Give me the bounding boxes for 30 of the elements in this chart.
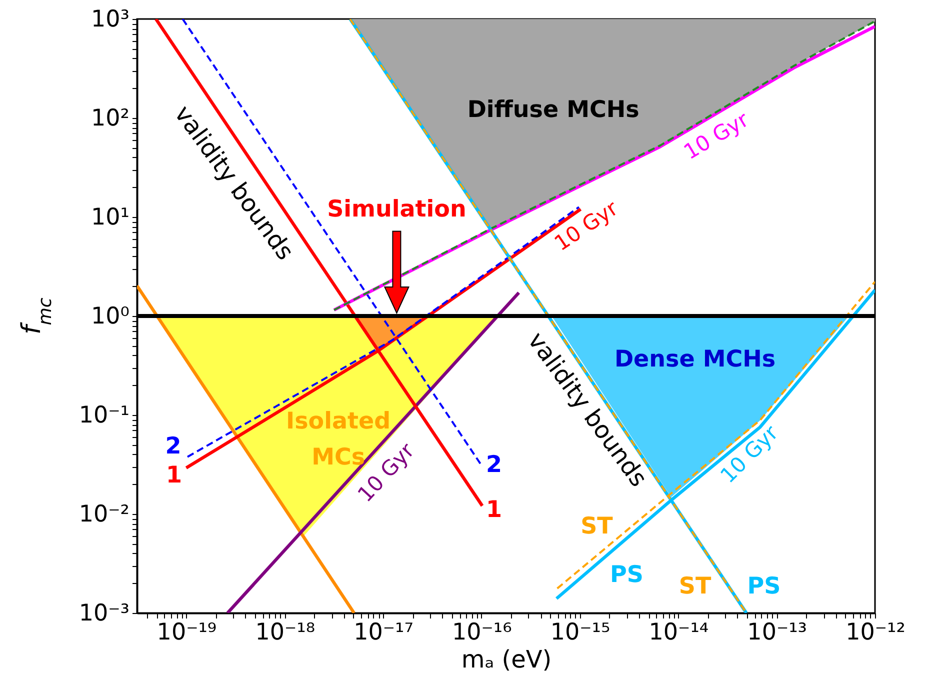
y-tick-label: 10⁰	[91, 304, 130, 330]
y-tick-label: 10⁻²	[78, 502, 130, 528]
y-tick-label: 10¹	[91, 204, 130, 230]
annotation: Dense MCHs	[614, 346, 776, 372]
y-tick-label: 10²	[91, 106, 130, 132]
x-axis-title: mₐ (eV)	[461, 646, 552, 674]
y-tick-label: 10⁻³	[78, 600, 130, 626]
annotation: 2	[486, 452, 502, 478]
x-tick-label: 10⁻¹⁸	[255, 620, 316, 646]
x-tick-label: 10⁻¹⁷	[354, 620, 414, 646]
x-tick-label: 10⁻¹²	[846, 620, 906, 646]
x-tick-label: 10⁻¹³	[747, 620, 808, 646]
x-tick-label: 10⁻¹⁴	[648, 620, 709, 646]
annotation: ST	[678, 574, 712, 600]
x-tick-label: 10⁻¹⁹	[156, 620, 217, 646]
y-tick-label: 10⁻¹	[78, 402, 130, 428]
annotation: 10 Gyr	[550, 196, 622, 256]
x-tick-label: 10⁻¹⁵	[550, 620, 610, 646]
annotation: 10 Gyr	[716, 420, 784, 488]
annotation: 2	[165, 434, 182, 460]
annotation: ST	[580, 514, 614, 540]
annotation: PS	[610, 562, 644, 588]
y-tick-label: 10³	[91, 6, 130, 32]
annotation: Diffuse MCHs	[467, 97, 640, 123]
x-tick-label: 10⁻¹⁶	[452, 620, 512, 646]
annotation: 10 Gyr	[680, 107, 753, 164]
annotation: 1	[166, 462, 182, 489]
annotation: PS	[747, 574, 781, 600]
annotation: Simulation	[327, 196, 466, 222]
annotation: 1	[486, 497, 502, 523]
